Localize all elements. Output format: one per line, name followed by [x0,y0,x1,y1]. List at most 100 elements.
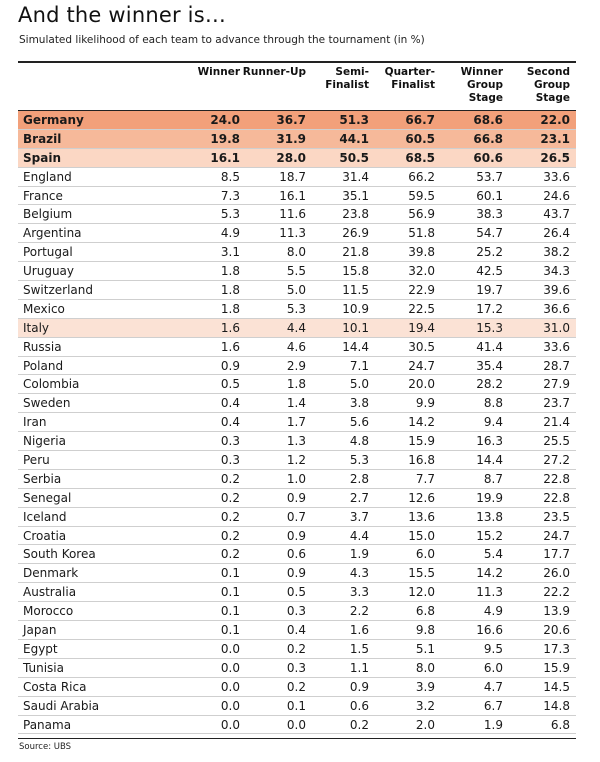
column-header-winner: Winner [197,66,240,78]
team-name: Spain [23,150,61,165]
semi-finalist-value: 0.6 [349,698,369,713]
second-group-stage-value: 43.7 [543,207,570,222]
second-group-stage-value: 24.7 [543,528,570,543]
winner-value: 0.1 [220,623,240,638]
quarter-finalist-value: 7.7 [415,471,435,486]
quarter-finalist-value: 30.5 [408,339,435,354]
team-name: Iceland [23,509,67,524]
winner-group-stage-value: 5.4 [483,547,503,562]
winner-group-stage-value: 4.9 [483,604,503,619]
runner-up-value: 0.9 [286,490,306,505]
runner-up-value: 0.3 [286,604,306,619]
winner-group-stage-value: 15.2 [476,528,503,543]
winner-group-stage-value: 14.4 [476,453,503,468]
winner-group-stage-value: 19.9 [476,490,503,505]
winner-group-stage-value: 60.6 [473,150,503,165]
semi-finalist-value: 2.2 [349,604,369,619]
semi-finalist-value: 3.3 [349,585,369,600]
winner-value: 16.1 [210,150,240,165]
table-row: Colombia 0.5 1.8 5.0 20.0 28.2 27.9 [18,375,576,395]
winner-group-stage-value: 13.8 [476,509,503,524]
table-row: Peru 0.3 1.2 5.3 16.8 14.4 27.2 [18,451,576,470]
winner-group-stage-value: 54.7 [476,226,503,241]
winner-value: 1.8 [220,264,240,279]
semi-finalist-value: 4.4 [349,528,369,543]
team-name: Colombia [23,377,80,392]
second-group-stage-value: 23.5 [543,509,570,524]
table-row: Belgium 5.3 11.6 23.8 56.9 38.3 43.7 [18,205,576,225]
winner-value: 0.3 [220,434,240,449]
second-group-stage-value: 21.4 [543,415,570,430]
second-group-stage-value: 6.8 [550,717,570,732]
table-row: South Korea 0.2 0.6 1.9 6.0 5.4 17.7 [18,545,576,565]
quarter-finalist-value: 3.2 [415,698,435,713]
table-row: Argentina 4.9 11.3 26.9 51.8 54.7 26.4 [18,224,576,244]
winner-group-stage-value: 6.0 [483,660,503,675]
team-name: Brazil [23,131,62,146]
semi-finalist-value: 3.7 [349,509,369,524]
winner-group-stage-value: 11.3 [476,585,503,600]
semi-finalist-value: 21.8 [342,245,369,260]
runner-up-value: 0.1 [286,698,306,713]
second-group-stage-value: 15.9 [543,660,570,675]
team-name: South Korea [23,547,96,562]
winner-value: 0.2 [220,471,240,486]
header-divider [18,110,576,111]
semi-finalist-value: 26.9 [342,226,369,241]
semi-finalist-value: 50.5 [339,150,369,165]
winner-group-stage-value: 42.5 [476,264,503,279]
team-name: Iran [23,415,47,430]
team-name: Belgium [23,207,73,222]
semi-finalist-value: 23.8 [342,207,369,222]
column-header-winner-group-stage: Winner Group Stage [460,66,503,104]
quarter-finalist-value: 15.0 [408,528,435,543]
team-name: Japan [23,623,57,638]
quarter-finalist-value: 32.0 [408,264,435,279]
winner-group-stage-value: 9.4 [483,415,503,430]
quarter-finalist-value: 66.2 [408,169,435,184]
runner-up-value: 0.3 [286,660,306,675]
quarter-finalist-value: 56.9 [408,207,435,222]
winner-value: 8.5 [220,169,240,184]
semi-finalist-value: 5.6 [349,415,369,430]
semi-finalist-value: 7.1 [349,358,369,373]
team-name: Mexico [23,301,65,316]
quarter-finalist-value: 2.0 [415,717,435,732]
winner-value: 4.9 [220,226,240,241]
winner-value: 1.6 [220,339,240,354]
winner-value: 0.1 [220,604,240,619]
quarter-finalist-value: 68.5 [405,150,435,165]
winner-group-stage-value: 66.8 [473,131,503,146]
quarter-finalist-value: 15.9 [408,434,435,449]
second-group-stage-value: 17.7 [543,547,570,562]
winner-value: 1.8 [220,283,240,298]
winner-group-stage-value: 8.7 [483,471,503,486]
second-group-stage-value: 33.6 [543,339,570,354]
second-group-stage-value: 20.6 [543,623,570,638]
team-name: Peru [23,453,50,468]
second-group-stage-value: 13.9 [543,604,570,619]
winner-value: 0.2 [220,509,240,524]
winner-value: 0.4 [220,415,240,430]
table-row: Saudi Arabia 0.0 0.1 0.6 3.2 6.7 14.8 [18,697,576,716]
table-row: Australia 0.1 0.5 3.3 12.0 11.3 22.2 [18,583,576,603]
table-row: Nigeria 0.3 1.3 4.8 15.9 16.3 25.5 [18,432,576,452]
winner-value: 0.3 [220,453,240,468]
top-divider [18,61,576,63]
team-name: Australia [23,585,77,600]
runner-up-value: 0.9 [286,528,306,543]
second-group-stage-value: 23.1 [540,131,570,146]
table-row: Panama 0.0 0.0 0.2 2.0 1.9 6.8 [18,716,576,735]
team-name: Panama [23,717,72,732]
quarter-finalist-value: 8.0 [415,660,435,675]
second-group-stage-value: 33.6 [543,169,570,184]
winner-group-stage-value: 16.6 [476,623,503,638]
runner-up-value: 0.2 [286,679,306,694]
table-row: Egypt 0.0 0.2 1.5 5.1 9.5 17.3 [18,640,576,659]
runner-up-value: 0.5 [286,585,306,600]
table-row: Senegal 0.2 0.9 2.7 12.6 19.9 22.8 [18,489,576,508]
winner-value: 0.0 [220,698,240,713]
runner-up-value: 8.0 [286,245,306,260]
second-group-stage-value: 28.7 [543,358,570,373]
quarter-finalist-value: 66.7 [405,113,435,127]
